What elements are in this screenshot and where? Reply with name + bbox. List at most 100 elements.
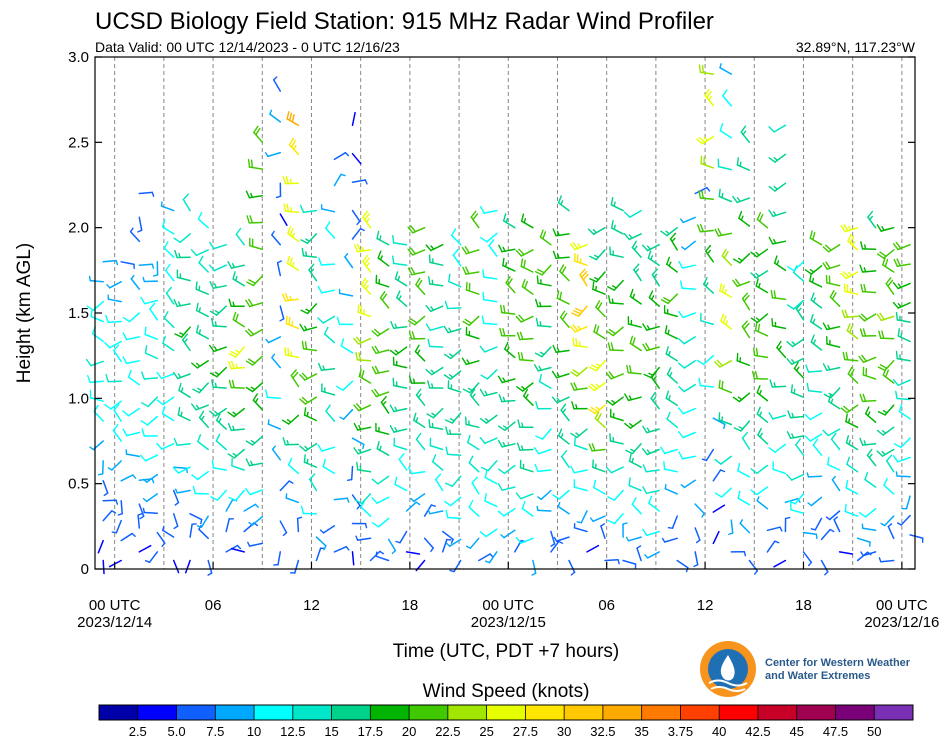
wind-barb bbox=[415, 432, 426, 451]
wind-barb bbox=[740, 125, 751, 144]
wind-barb bbox=[279, 520, 288, 537]
wind-barb bbox=[172, 559, 180, 574]
wind-barb bbox=[642, 243, 660, 252]
wind-barb bbox=[479, 205, 498, 214]
wind-barb bbox=[434, 473, 444, 492]
wind-barb bbox=[795, 302, 805, 321]
wind-barb bbox=[191, 360, 209, 369]
wind-barb bbox=[271, 230, 282, 246]
wind-barb bbox=[353, 422, 372, 431]
wind-barb bbox=[482, 291, 498, 303]
wind-barb bbox=[427, 338, 444, 348]
wind-barb bbox=[606, 396, 624, 406]
wind-barb bbox=[336, 380, 354, 391]
wind-barb bbox=[552, 228, 570, 237]
wind-barb bbox=[629, 335, 642, 352]
wind-barb bbox=[712, 504, 726, 513]
wind-barb bbox=[465, 326, 480, 340]
wind-barb bbox=[354, 493, 372, 505]
wind-barb bbox=[909, 534, 924, 543]
wind-barb bbox=[195, 302, 209, 318]
colorbar-label: 27.5 bbox=[513, 724, 538, 739]
location-coordinates: 32.89°N, 117.23°W bbox=[796, 39, 916, 55]
wind-barb bbox=[642, 486, 660, 495]
wind-barb bbox=[664, 483, 678, 495]
wind-barb bbox=[91, 326, 104, 343]
wind-barb bbox=[407, 247, 426, 256]
wind-barb bbox=[858, 354, 877, 364]
wind-barb bbox=[741, 431, 751, 450]
wind-barb bbox=[680, 216, 696, 224]
wind-barb bbox=[551, 370, 570, 379]
wind-barb bbox=[887, 523, 895, 540]
wind-barb bbox=[369, 550, 385, 562]
x-tick-label: 00 UTC bbox=[482, 597, 534, 614]
wind-barb bbox=[866, 448, 877, 467]
wind-barb bbox=[592, 281, 606, 295]
wind-barb bbox=[698, 64, 715, 75]
wind-barb bbox=[589, 360, 606, 372]
wind-barb bbox=[153, 261, 159, 277]
wind-barb bbox=[106, 280, 122, 289]
wind-barb bbox=[444, 412, 462, 424]
colorbar-label: 30 bbox=[557, 724, 571, 739]
wind-barb bbox=[142, 493, 159, 503]
wind-barb bbox=[810, 292, 823, 309]
wind-barb bbox=[471, 476, 480, 495]
wind-barb bbox=[209, 281, 227, 289]
wind-barb bbox=[149, 302, 159, 321]
wind-barb bbox=[189, 513, 203, 525]
wind-barb bbox=[804, 265, 823, 275]
y-tick-label: 1.5 bbox=[68, 305, 89, 322]
wind-barb bbox=[806, 472, 823, 478]
x-tick-label: 06 bbox=[205, 597, 222, 614]
wind-barb bbox=[190, 403, 209, 411]
wind-barb bbox=[770, 289, 787, 301]
wind-barb bbox=[825, 274, 841, 287]
wind-barb bbox=[377, 250, 390, 267]
wind-barb bbox=[102, 480, 109, 496]
wind-barb bbox=[408, 375, 426, 384]
wind-barb bbox=[243, 503, 259, 512]
wind-barb bbox=[253, 125, 264, 144]
wind-barb bbox=[739, 519, 751, 534]
wind-barb bbox=[647, 250, 660, 266]
wind-barb bbox=[497, 483, 516, 491]
wind-barb bbox=[861, 523, 877, 532]
wind-barb bbox=[533, 447, 552, 455]
wind-barb bbox=[810, 334, 823, 351]
wind-barb bbox=[427, 380, 444, 389]
wind-barb bbox=[301, 247, 318, 258]
wind-barb bbox=[842, 351, 859, 362]
wind-barb bbox=[793, 361, 805, 379]
wind-barb bbox=[892, 241, 911, 251]
wind-barb bbox=[894, 390, 911, 401]
wind-barb bbox=[570, 465, 588, 474]
cw3e-logo-text: Center for Western Weather and Water Ext… bbox=[765, 657, 910, 683]
wind-barb bbox=[144, 326, 159, 340]
wind-barb bbox=[122, 356, 141, 365]
colorbar-swatch bbox=[525, 705, 565, 720]
colorbar-swatch bbox=[331, 705, 371, 720]
wind-barb bbox=[130, 274, 141, 290]
wind-barb bbox=[807, 496, 823, 507]
wind-barb bbox=[176, 269, 191, 282]
wind-barb bbox=[117, 499, 123, 516]
wind-barb bbox=[445, 446, 462, 456]
wind-barb bbox=[732, 278, 751, 288]
wind-barb bbox=[892, 282, 911, 290]
wind-barb bbox=[245, 328, 264, 337]
wind-barb bbox=[120, 261, 135, 270]
wind-barb bbox=[299, 443, 318, 452]
wind-barb bbox=[122, 312, 141, 323]
wind-barb bbox=[678, 451, 696, 460]
wind-barb bbox=[820, 528, 835, 541]
wind-barb bbox=[712, 469, 726, 482]
wind-barb bbox=[786, 473, 805, 481]
wind-barb bbox=[140, 296, 159, 305]
wind-barbs bbox=[85, 63, 924, 576]
wind-barb bbox=[667, 515, 678, 529]
wind-barb bbox=[210, 318, 227, 328]
wind-barb bbox=[371, 328, 390, 337]
